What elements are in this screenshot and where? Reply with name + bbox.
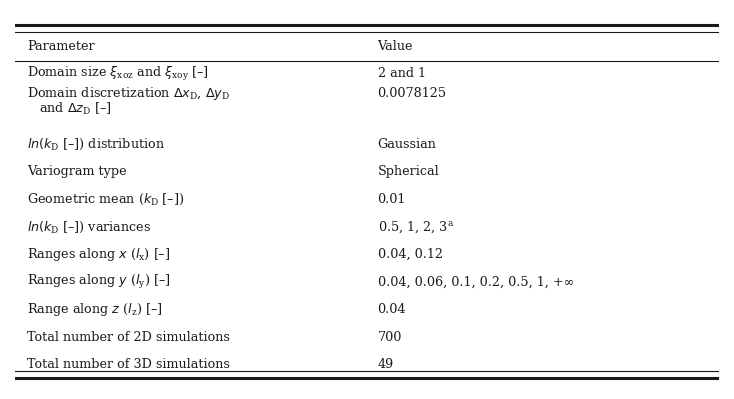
Text: $\mathit{ln}(k_{\mathregular{D}}$ [–]) distribution: $\mathit{ln}(k_{\mathregular{D}}$ [–]) d… (27, 137, 165, 152)
Text: 0.04, 0.12: 0.04, 0.12 (377, 248, 443, 261)
Text: Ranges along $y$ ($l_{\mathregular{y}}$) [–]: Ranges along $y$ ($l_{\mathregular{y}}$)… (27, 273, 171, 291)
Text: 49: 49 (377, 358, 394, 371)
Text: 2 and 1: 2 and 1 (377, 67, 426, 80)
Text: Gaussian: Gaussian (377, 138, 437, 151)
Text: Parameter: Parameter (27, 40, 95, 53)
Text: Value: Value (377, 40, 413, 53)
Text: Geometric mean ($k_{\mathregular{D}}$ [–]): Geometric mean ($k_{\mathregular{D}}$ [–… (27, 192, 185, 207)
Text: Variogram type: Variogram type (27, 166, 127, 178)
Text: $\mathit{ln}(k_{\mathregular{D}}$ [–]) variances: $\mathit{ln}(k_{\mathregular{D}}$ [–]) v… (27, 219, 152, 235)
Text: Total number of 3D simulations: Total number of 3D simulations (27, 358, 230, 371)
Text: Range along $z$ ($l_{\mathregular{z}}$) [–]: Range along $z$ ($l_{\mathregular{z}}$) … (27, 301, 163, 318)
Text: 0.04: 0.04 (377, 303, 406, 316)
Text: Spherical: Spherical (377, 166, 440, 178)
Text: 0.0078125: 0.0078125 (377, 87, 447, 100)
Text: Domain discretization $\Delta x_{\mathregular{D}}$, $\Delta y_{\mathregular{D}}$: Domain discretization $\Delta x_{\mathre… (27, 85, 230, 102)
Text: Domain size $\xi_{\mathregular{xoz}}$ and $\xi_{\mathregular{xoy}}$ [–]: Domain size $\xi_{\mathregular{xoz}}$ an… (27, 65, 209, 83)
Text: 0.01: 0.01 (377, 193, 406, 206)
Text: 700: 700 (377, 331, 402, 344)
Text: 0.04, 0.06, 0.1, 0.2, 0.5, 1, +∞: 0.04, 0.06, 0.1, 0.2, 0.5, 1, +∞ (377, 276, 574, 289)
Text: and $\Delta z_{\mathregular{D}}$ [–]: and $\Delta z_{\mathregular{D}}$ [–] (27, 101, 112, 117)
Text: Ranges along $x$ ($l_{\mathregular{x}}$) [–]: Ranges along $x$ ($l_{\mathregular{x}}$)… (27, 246, 171, 263)
Text: Total number of 2D simulations: Total number of 2D simulations (27, 331, 230, 344)
Text: 0.5, 1, 2, 3$^{\mathregular{a}}$: 0.5, 1, 2, 3$^{\mathregular{a}}$ (377, 219, 454, 235)
